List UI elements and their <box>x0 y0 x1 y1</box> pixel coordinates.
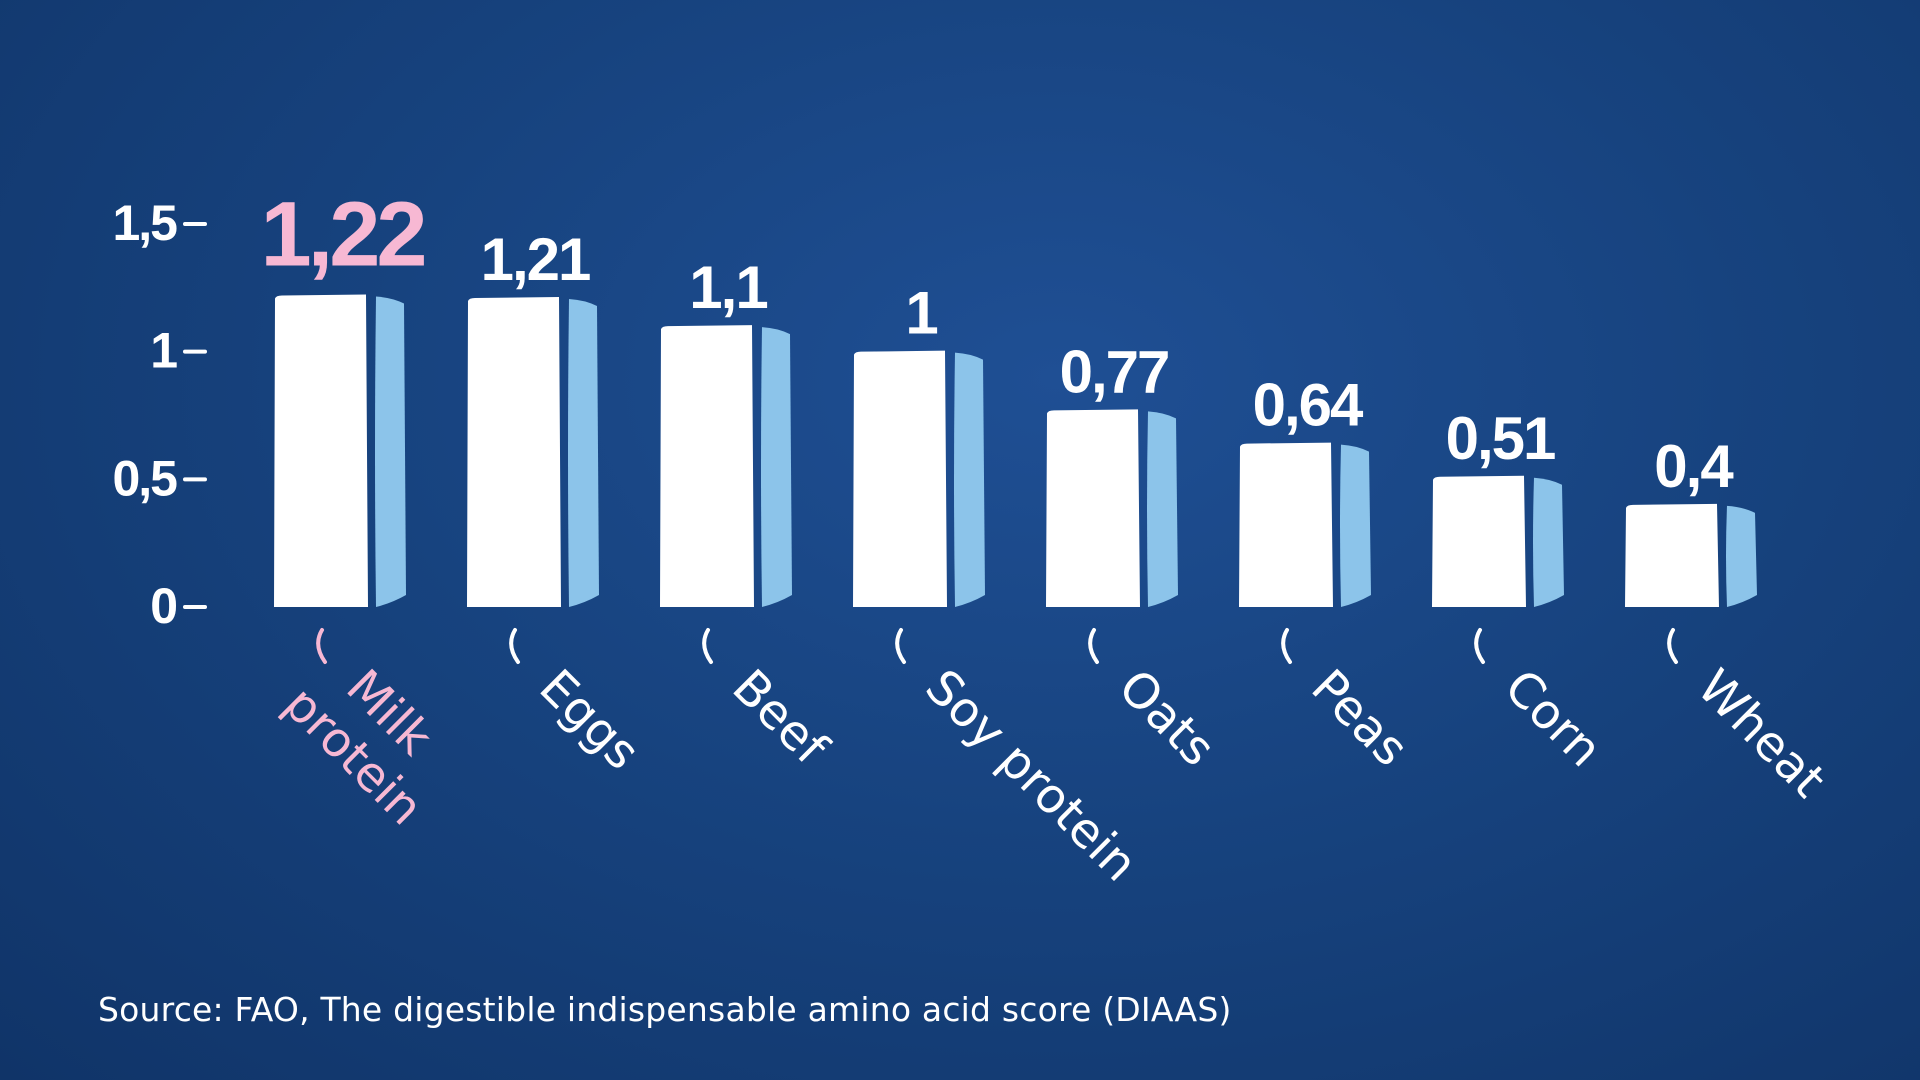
bar-side-face <box>761 327 792 607</box>
category-label-line: Corn <box>1494 659 1613 778</box>
bar-value-label: 0,64 <box>1253 372 1364 439</box>
category-label-line: Peas <box>1301 659 1419 777</box>
bar-value-label: 1,21 <box>481 226 590 293</box>
source-note: Source: FAO, The digestible indispensabl… <box>98 990 1232 1029</box>
bar <box>853 350 985 607</box>
bars-group <box>274 294 1757 607</box>
bar <box>1432 475 1564 607</box>
category-label-line: Beef <box>722 659 839 776</box>
category-tick-mark <box>1088 628 1099 664</box>
bar <box>274 294 406 607</box>
y-tick: 1 <box>150 323 207 379</box>
category-tick-mark <box>1281 628 1292 664</box>
bar-side-face <box>1726 505 1757 607</box>
bar <box>1239 442 1371 607</box>
y-tick-label: 1 <box>150 323 177 379</box>
value-labels-group: 1,22 1,21 1,1 1 0,77 0,64 0,51 0,4 <box>260 183 1736 500</box>
bar <box>1625 503 1757 607</box>
category-tick-mark <box>895 628 906 664</box>
y-tick: 0 <box>150 578 207 634</box>
category-label-line: Eggs <box>529 659 651 781</box>
category-tick-mark <box>509 628 520 664</box>
y-tick-label: 0 <box>150 578 176 634</box>
bar-value-label: 1,22 <box>260 183 424 285</box>
bar-side-face <box>375 296 406 607</box>
bar-value-label: 0,4 <box>1654 433 1734 500</box>
bar-front-face <box>274 294 368 607</box>
category-label: Milkprotein <box>273 636 473 836</box>
category-label: Eggs <box>529 659 651 781</box>
bar-side-face <box>1340 444 1371 607</box>
category-label: Oats <box>1108 659 1226 777</box>
bar-front-face <box>467 297 561 607</box>
bar-side-face <box>568 299 599 607</box>
category-label-line: Wheat <box>1687 659 1837 809</box>
bar <box>660 325 792 607</box>
category-label: Corn <box>1494 659 1613 778</box>
category-label: Wheat <box>1687 659 1837 809</box>
bar-value-label: 0,77 <box>1060 338 1169 405</box>
bar-side-face <box>1147 411 1178 607</box>
y-tick-label: 1,5 <box>112 195 177 251</box>
category-label: Beef <box>722 659 839 776</box>
bar-value-label: 1 <box>905 280 937 347</box>
bar-front-face <box>853 350 947 607</box>
bar-front-face <box>660 325 754 607</box>
bar-value-label: 1,1 <box>689 254 767 321</box>
y-axis: 0 0,5 1 1,5 <box>112 195 207 634</box>
category-tick-mark <box>1667 628 1678 664</box>
category-tick-mark <box>1474 628 1485 664</box>
y-tick: 0,5 <box>112 450 207 506</box>
bar-side-face <box>954 352 985 607</box>
category-label: Peas <box>1301 659 1419 777</box>
bar-side-face <box>1533 477 1564 607</box>
bar-front-face <box>1432 475 1526 607</box>
bar <box>1046 409 1178 607</box>
bar-front-face <box>1046 409 1140 607</box>
bar-value-label: 0,51 <box>1446 405 1555 472</box>
bar-front-face <box>1625 503 1719 607</box>
category-label-line: Oats <box>1108 659 1226 777</box>
category-tick-mark <box>316 628 327 664</box>
y-tick: 1,5 <box>112 195 207 251</box>
bar <box>467 297 599 607</box>
category-tick-mark <box>702 628 713 664</box>
y-tick-label: 0,5 <box>112 450 177 506</box>
bar-front-face <box>1239 442 1333 607</box>
